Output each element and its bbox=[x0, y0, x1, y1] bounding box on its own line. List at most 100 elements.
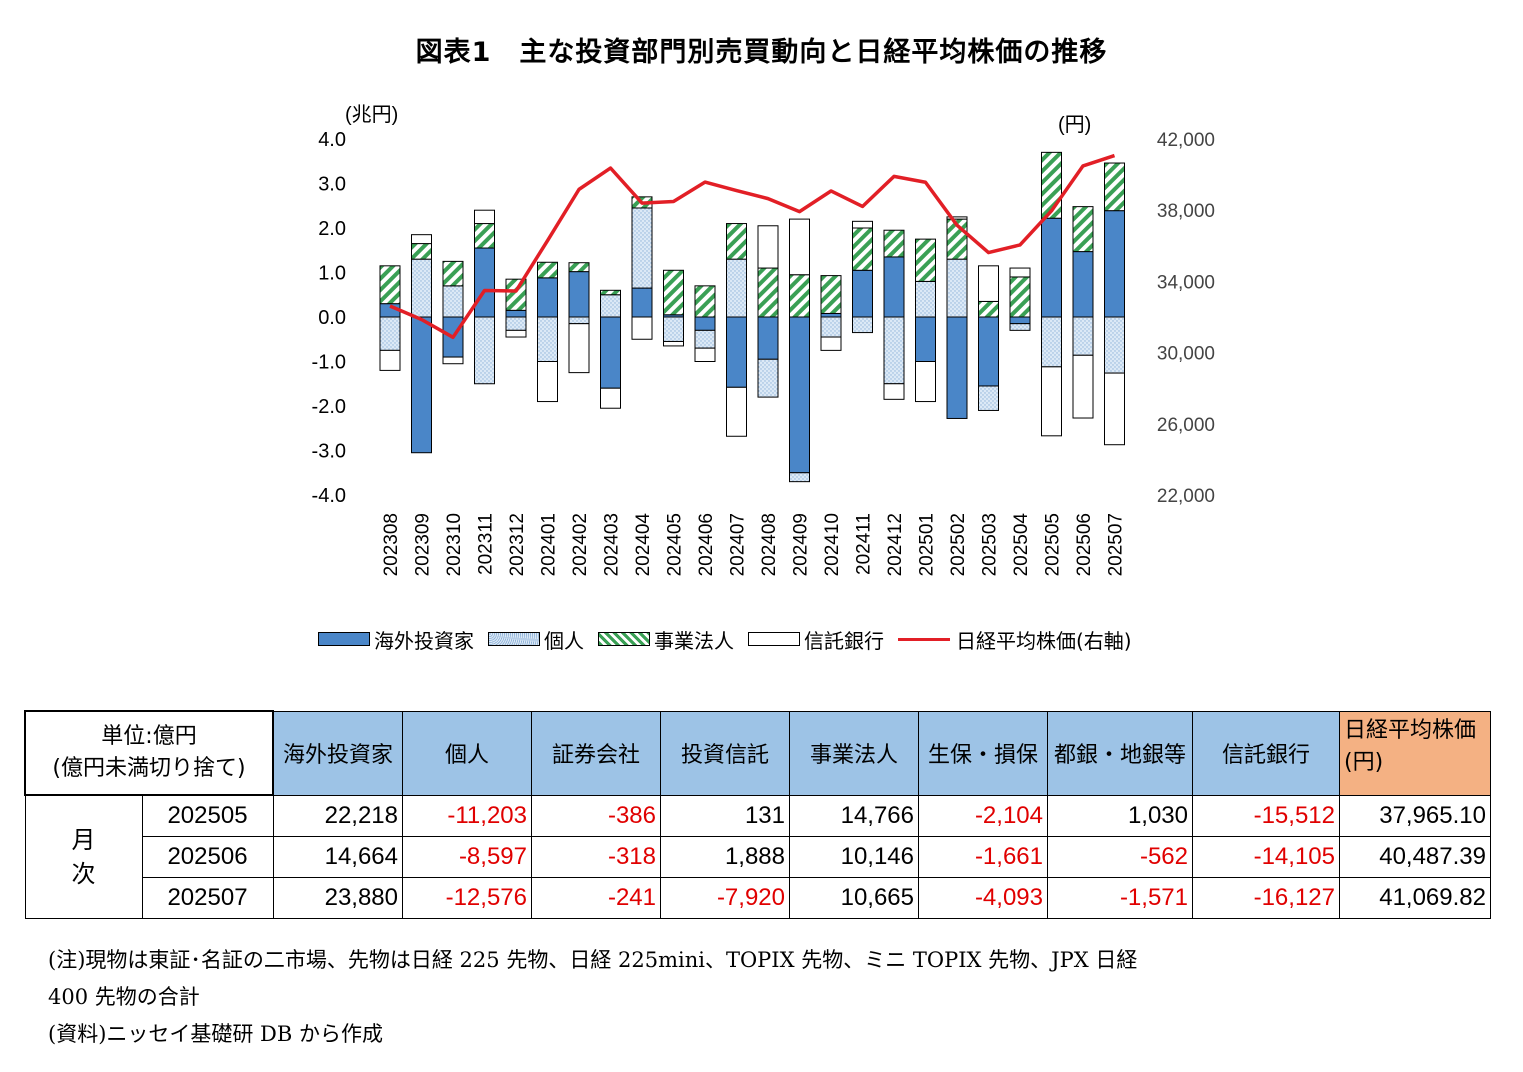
bar-individual bbox=[820, 316, 842, 338]
bar-individual bbox=[1072, 316, 1094, 356]
bar-corporate bbox=[474, 223, 495, 249]
bar-corporate bbox=[852, 227, 873, 271]
x-tick-label: 202502 bbox=[948, 513, 969, 576]
cell-trust-banks: -14,105 bbox=[1192, 835, 1340, 878]
legend-item-corporate: 事業法人 bbox=[598, 625, 734, 654]
bar-foreign bbox=[1041, 217, 1062, 318]
bar-trust bbox=[883, 383, 905, 400]
left-tick-label: -1.0 bbox=[312, 352, 346, 374]
bar-corporate bbox=[568, 262, 590, 273]
x-tick-label: 202404 bbox=[633, 513, 654, 577]
cell-insurance: -1,661 bbox=[918, 835, 1048, 878]
note-line-1: (注)現物は東証･名証の二市場、先物は日経 225 先物、日経 225mini、… bbox=[48, 948, 1138, 972]
summary-table: 単位:億円 (億円未満切り捨て) 海外投資家 個人 証券会社 投資信託 事業法人… bbox=[24, 710, 1491, 919]
cell-banks: 1,030 bbox=[1047, 794, 1193, 837]
cell-securities: -241 bbox=[531, 876, 661, 919]
left-tick-label: -4.0 bbox=[312, 485, 346, 507]
bar-trust bbox=[852, 220, 873, 229]
x-tick-label: 202403 bbox=[602, 513, 623, 576]
legend-item-individual: 個人 bbox=[488, 625, 584, 654]
bar-trust bbox=[411, 234, 432, 245]
bar-corporate bbox=[1072, 206, 1094, 253]
left-axis-unit: (兆円) bbox=[345, 103, 398, 126]
bar-individual bbox=[663, 316, 684, 342]
left-tick-label: -3.0 bbox=[312, 441, 346, 463]
bar-individual bbox=[379, 316, 401, 351]
bar-corporate bbox=[505, 278, 527, 311]
bar-trust bbox=[1009, 267, 1031, 278]
left-tick-label: 3.0 bbox=[318, 174, 346, 196]
right-tick-label: 30,000 bbox=[1157, 344, 1215, 365]
bar-corporate bbox=[537, 261, 558, 279]
bar-foreign bbox=[789, 316, 810, 474]
cell-foreign: 14,664 bbox=[272, 835, 403, 878]
bar-individual bbox=[978, 385, 999, 411]
x-tick-label: 202506 bbox=[1074, 513, 1095, 576]
right-axis-unit: (円) bbox=[1058, 114, 1091, 136]
bar-individual bbox=[757, 358, 779, 398]
bar-corporate bbox=[1009, 276, 1031, 318]
bar-trust bbox=[757, 225, 779, 269]
col-header-insurance: 生保・損保 bbox=[918, 710, 1048, 796]
chart: (兆円) (円) 4.0 3.0 2.0 1.0 0.0 -1.0 -2.0 -3.0 -4.0 42… bbox=[312, 103, 1215, 577]
bar-trust bbox=[379, 349, 401, 371]
bar-corporate bbox=[694, 285, 716, 318]
left-tick-label: 1.0 bbox=[318, 263, 346, 285]
left-tick-label: 0.0 bbox=[318, 307, 346, 329]
bar-trust bbox=[442, 356, 464, 365]
x-tick-label: 202409 bbox=[791, 513, 812, 576]
legend-item-foreign: 海外投資家 bbox=[318, 625, 474, 654]
bar-foreign bbox=[411, 316, 432, 454]
cell-insurance: -2,104 bbox=[918, 794, 1048, 837]
nikkei-header-line1: 日経平均株価 bbox=[1344, 717, 1477, 743]
bar-corporate bbox=[915, 238, 936, 282]
chart-title: 図表1 主な投資部門別売買動向と日経平均株価の推移 bbox=[415, 37, 1108, 68]
cell-trust-banks: -15,512 bbox=[1192, 794, 1340, 837]
bar-corporate bbox=[883, 229, 905, 258]
legend-label-foreign: 海外投資家 bbox=[374, 628, 474, 653]
x-tick-label: 202407 bbox=[728, 513, 749, 576]
cell-investment-trust: 1,888 bbox=[660, 835, 790, 878]
bar-trust bbox=[915, 361, 936, 403]
bar-foreign bbox=[505, 309, 527, 318]
table-row: 202506 14,664 -8,597 -318 1,888 10,146 -… bbox=[25, 835, 1491, 878]
bar-trust bbox=[600, 387, 621, 409]
cell-banks: -562 bbox=[1047, 835, 1193, 878]
bar-individual bbox=[505, 316, 527, 331]
right-tick-label: 38,000 bbox=[1157, 201, 1215, 222]
cell-foreign: 23,880 bbox=[272, 876, 403, 919]
bar-corporate bbox=[978, 300, 999, 318]
bar-individual bbox=[600, 294, 621, 318]
bar-foreign bbox=[568, 271, 590, 318]
col-header-foreign: 海外投資家 bbox=[272, 710, 403, 796]
cell-corporate: 14,766 bbox=[789, 794, 919, 837]
bar-individual bbox=[1041, 316, 1062, 368]
cell-individual: -12,576 bbox=[402, 876, 532, 919]
bar-foreign bbox=[852, 269, 873, 318]
row-month: 202506 bbox=[141, 835, 274, 878]
col-header-corporate: 事業法人 bbox=[789, 710, 919, 796]
bar-foreign bbox=[820, 312, 842, 318]
bar-foreign bbox=[474, 247, 495, 318]
cell-securities: -386 bbox=[531, 794, 661, 837]
x-tick-label: 202505 bbox=[1043, 513, 1064, 576]
bar-trust bbox=[474, 209, 495, 225]
col-header-investment-trust: 投資信託 bbox=[660, 710, 790, 796]
bar-foreign bbox=[537, 277, 558, 318]
unit-label-line1: 単位:億円 bbox=[101, 724, 197, 749]
col-header-banks: 都銀・地銀等 bbox=[1047, 710, 1193, 796]
x-tick-label: 202406 bbox=[696, 513, 717, 576]
cell-securities: -318 bbox=[531, 835, 661, 878]
cell-investment-trust: 131 bbox=[660, 794, 790, 837]
cell-individual: -11,203 bbox=[402, 794, 532, 837]
left-tick-label: 2.0 bbox=[318, 218, 346, 240]
chart-legend: 海外投資家 個人 事業法人 信託銀行 日経平均株価(右軸) bbox=[318, 624, 1146, 654]
x-tick-label: 202402 bbox=[570, 513, 591, 576]
monthly-group-label: 月 次 bbox=[24, 794, 143, 919]
x-tick-label: 202412 bbox=[885, 513, 906, 576]
col-header-securities: 証券会社 bbox=[531, 710, 661, 796]
col-header-trust-banks: 信託銀行 bbox=[1192, 710, 1340, 796]
bar-trust bbox=[820, 336, 842, 351]
cell-foreign: 22,218 bbox=[272, 794, 403, 837]
left-tick-label: 4.0 bbox=[318, 129, 346, 151]
